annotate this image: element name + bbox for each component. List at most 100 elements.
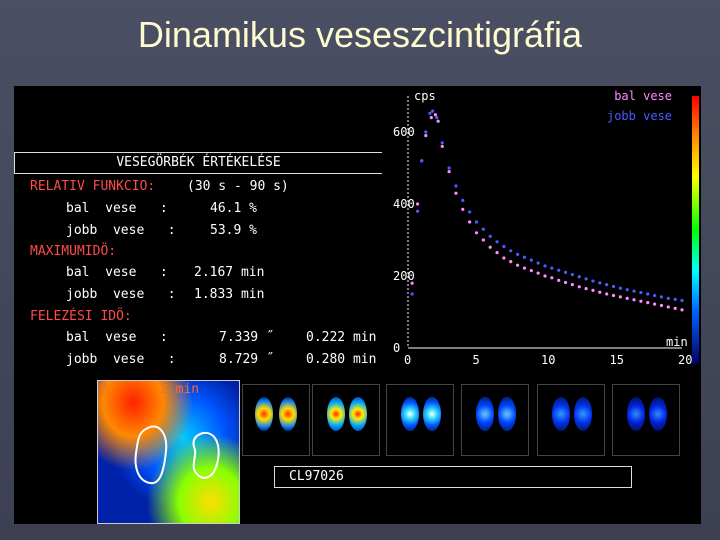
relative-function-label: RELATIV FUNKCIO: (30, 179, 156, 194)
half-left-value2: 0.222 min (306, 330, 377, 345)
data-point (680, 298, 684, 303)
relative-range: (30 s - 90 s) (187, 179, 289, 194)
data-point (420, 159, 424, 163)
data-point (454, 184, 458, 188)
data-point (625, 296, 629, 300)
data-point (570, 272, 574, 277)
data-point (474, 220, 479, 224)
data-point (429, 116, 433, 120)
x-axis-label: min (666, 335, 688, 349)
renogram-chart: cps 0 200 400 600 0 5 10 15 20 min bal vese jobb ves… (392, 86, 701, 376)
color-scale-bar (692, 96, 699, 364)
y-tick-label: 400 (393, 197, 415, 211)
data-point (591, 279, 595, 283)
data-point (481, 227, 485, 231)
half-time-label: FELEZÉSI IDÖ: (30, 309, 132, 324)
data-point (424, 130, 428, 134)
data-point (618, 286, 622, 290)
patient-id: CL97026 (289, 469, 344, 484)
data-point (440, 144, 444, 148)
data-point (557, 278, 561, 282)
y-axis-label: cps (414, 89, 436, 103)
tmax-right-label: jobb vese : (66, 287, 176, 302)
data-point (577, 275, 581, 279)
data-point (598, 290, 602, 294)
rel-left-value: 46.1 % (210, 201, 257, 216)
half-right-label: jobb vese : (66, 352, 176, 367)
data-point (424, 134, 428, 138)
data-point (591, 288, 595, 292)
legend-entry: bal vese (614, 89, 672, 103)
data-point (673, 306, 677, 310)
data-point (570, 283, 574, 287)
data-point (502, 244, 506, 249)
data-point (577, 285, 581, 289)
data-point (543, 274, 547, 278)
rel-right-label: jobb vese : (66, 223, 176, 238)
data-point (522, 266, 527, 270)
frame-thumb-2 (312, 384, 380, 456)
renogram-svg: cps 0 200 400 600 0 5 10 15 20 min bal vese jobb ves… (393, 89, 692, 367)
data-point (536, 271, 540, 275)
x-tick-label: 10 (541, 353, 555, 367)
data-point (461, 198, 465, 202)
data-point (673, 297, 677, 301)
data-point (522, 255, 527, 259)
data-point (611, 293, 616, 298)
data-point (584, 287, 588, 291)
data-point (584, 277, 588, 281)
data-point (481, 238, 485, 242)
data-point (543, 264, 547, 268)
data-point (653, 302, 657, 306)
half-right-value: 8.729 ˝ (219, 352, 274, 367)
data-point (666, 296, 670, 300)
data-point (433, 113, 437, 117)
data-point (557, 268, 561, 272)
data-point (488, 234, 492, 238)
tmax-left-label: bal vese : (66, 265, 168, 280)
data-point (435, 116, 439, 120)
data-point (428, 111, 432, 115)
data-point (646, 292, 650, 296)
data-point (454, 191, 458, 195)
x-tick-label: 0 (404, 353, 411, 367)
data-point (646, 301, 650, 305)
data-point (431, 109, 435, 113)
y-tick-label: 200 (393, 269, 415, 283)
data-point (659, 295, 664, 299)
data-point (468, 220, 472, 224)
frame-thumb-3 (386, 384, 454, 456)
data-point (410, 281, 414, 285)
data-point (639, 290, 643, 295)
slide-title: Dinamikus veseszcintigráfia (137, 14, 583, 55)
data-point (502, 256, 506, 260)
data-point (536, 261, 540, 265)
data-point (563, 270, 568, 274)
data-point (625, 288, 629, 292)
data-point (415, 209, 420, 213)
frame-thumb-5 (537, 384, 605, 456)
data-point (516, 252, 520, 256)
thumb-start-label: 0 (100, 382, 108, 397)
half-left-value: 7.339 ˝ (219, 330, 274, 345)
frame-thumb-6 (612, 384, 680, 456)
data-point (653, 293, 657, 298)
data-point (516, 263, 520, 267)
data-point (495, 251, 499, 255)
half-left-label: bal vese : (66, 330, 168, 345)
data-point (605, 283, 609, 287)
scintigraphy-screen: VESEGÖRBÉK ÉRTÉKELÉSE RELATIV FUNKCIO: (… (14, 86, 701, 524)
data-point (436, 119, 440, 123)
tmax-label: MAXIMUMIDÖ: (30, 244, 117, 259)
y-tick-label: 0 (393, 341, 400, 355)
data-point (529, 269, 533, 273)
data-point (529, 258, 533, 262)
data-point (474, 231, 479, 235)
x-tick-label: 20 (678, 353, 692, 367)
half-right-value2: 0.280 min (306, 352, 377, 367)
data-point (611, 284, 616, 289)
data-point (410, 292, 414, 296)
frame-thumb-4 (461, 384, 529, 456)
data-point (632, 289, 636, 293)
tmax-left-value: 2.167 min (194, 265, 265, 280)
